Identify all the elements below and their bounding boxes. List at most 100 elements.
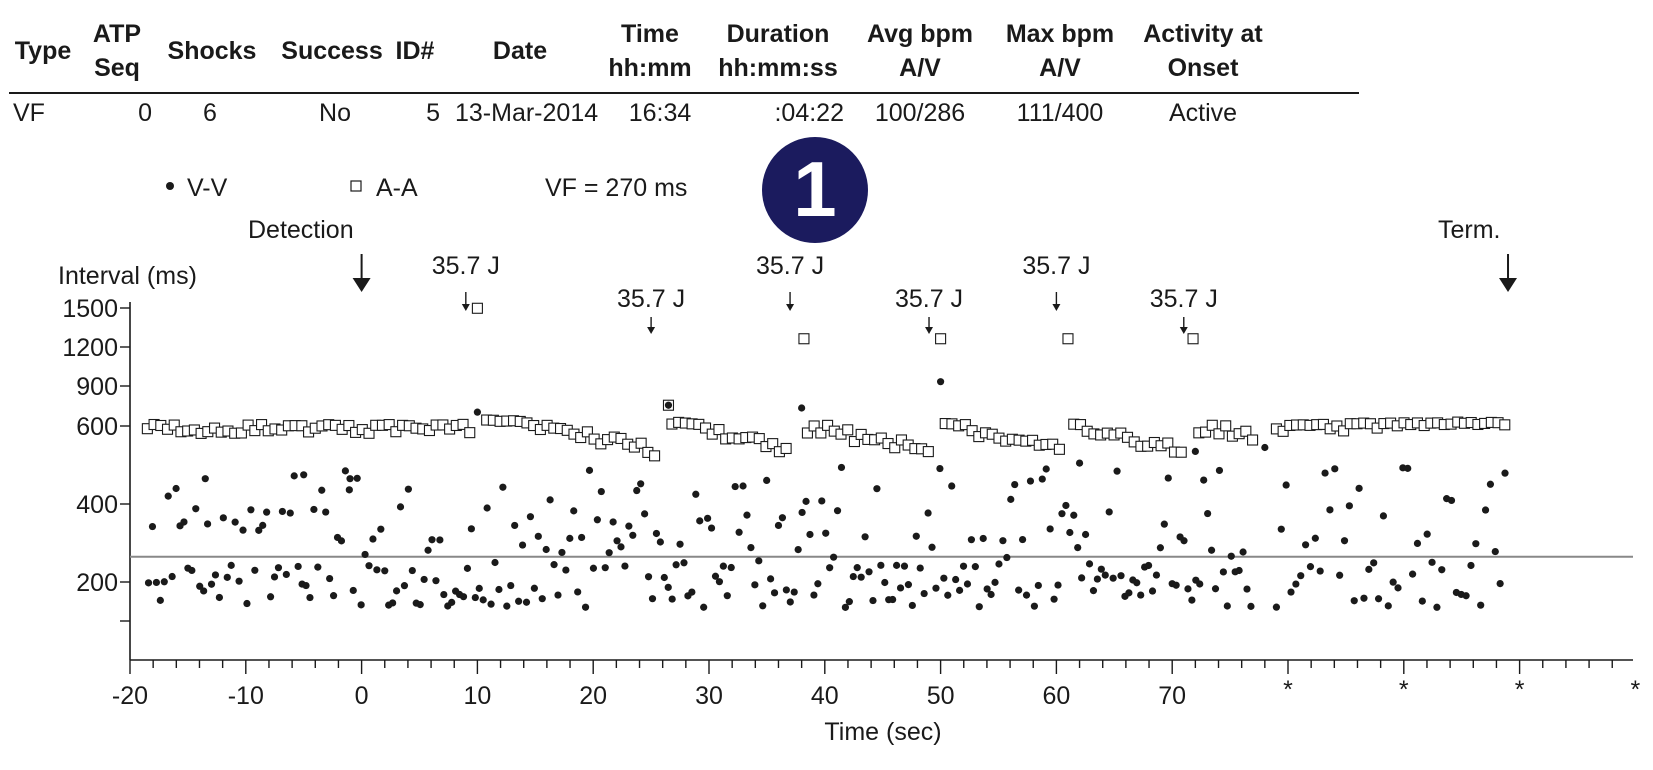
header-avg-bpm-line1: Avg bpm xyxy=(866,20,974,48)
vv-point xyxy=(837,463,846,472)
aa-point xyxy=(649,450,661,462)
vv-point xyxy=(727,563,735,572)
vv-point xyxy=(975,603,983,611)
vv-point xyxy=(1345,502,1353,510)
vv-point xyxy=(995,560,1003,568)
vv-point xyxy=(1409,570,1417,578)
vv-point xyxy=(432,577,440,585)
vv-point xyxy=(1085,560,1094,568)
vv-point xyxy=(806,530,814,539)
vv-point xyxy=(400,582,409,590)
vv-point xyxy=(648,595,657,603)
vv-point xyxy=(440,590,448,599)
vv-point xyxy=(940,574,948,582)
vv-point xyxy=(1211,585,1220,593)
vv-point xyxy=(1188,596,1196,604)
vv-point xyxy=(1481,506,1490,514)
vv-point xyxy=(1287,588,1295,596)
vv-point xyxy=(798,404,806,412)
vv-point xyxy=(912,532,920,540)
aa-point xyxy=(699,422,712,434)
vv-point xyxy=(1272,603,1281,611)
vv-point xyxy=(518,541,527,549)
vv-point xyxy=(818,497,826,505)
vv-point xyxy=(889,595,897,604)
vv-point xyxy=(1379,512,1388,520)
vv-point xyxy=(346,475,354,483)
vv-point xyxy=(676,540,684,548)
vv-point xyxy=(361,550,369,559)
vv-point xyxy=(365,562,373,570)
x-tick-label: 70 xyxy=(1158,682,1186,710)
vv-point xyxy=(290,472,298,480)
aa-point xyxy=(1247,434,1259,446)
vv-point xyxy=(329,592,338,600)
vv-point xyxy=(1180,537,1188,545)
vv-point xyxy=(1384,602,1392,610)
vv-point xyxy=(613,537,621,545)
vv-point xyxy=(1370,559,1378,567)
vv-point xyxy=(593,516,601,524)
legend-aa-label: A-A xyxy=(376,174,418,202)
vv-point xyxy=(845,598,853,606)
vv-point xyxy=(1062,501,1070,510)
vv-point xyxy=(924,509,932,517)
vv-point xyxy=(1243,585,1251,593)
vv-point xyxy=(1066,528,1074,537)
shock-label: 35.7 J xyxy=(432,252,500,280)
vv-point xyxy=(1184,585,1192,593)
vv-point xyxy=(300,471,308,479)
vv-point xyxy=(963,580,972,588)
vv-point xyxy=(869,596,877,605)
vv-point xyxy=(1030,602,1038,610)
y-tick-label: 600 xyxy=(76,413,118,441)
legend-vv-marker xyxy=(166,182,174,190)
vv-point xyxy=(278,507,286,516)
vv-point xyxy=(235,577,243,585)
header-time-line2: hh:mm xyxy=(608,54,692,82)
x-tick-label: * xyxy=(1631,676,1641,704)
vv-point xyxy=(353,474,361,482)
vv-point xyxy=(357,601,365,609)
vv-point xyxy=(751,581,759,589)
aa-point xyxy=(343,419,355,432)
vv-point xyxy=(601,564,609,572)
vv-point xyxy=(1026,477,1035,485)
vv-point xyxy=(546,496,554,504)
vv-point xyxy=(841,603,850,611)
x-tick-label: 40 xyxy=(811,682,839,710)
vv-point xyxy=(322,508,330,516)
vv-point xyxy=(1227,552,1235,560)
vv-point xyxy=(1054,581,1062,589)
aa-series xyxy=(141,302,1511,462)
vv-point xyxy=(554,591,562,599)
vv-point xyxy=(1261,443,1269,452)
vv-point xyxy=(507,581,515,590)
aa-point xyxy=(815,427,827,439)
vv-point xyxy=(152,578,161,587)
vv-point xyxy=(566,534,574,542)
cell-shocks: 6 xyxy=(203,99,217,127)
shock-label: 35.7 J xyxy=(895,285,963,313)
event-markers: 35.7 J 35.7 J 35.7 J 35.7 J 35.7 J 35.7 J xyxy=(352,252,1518,334)
vv-point xyxy=(408,566,416,575)
vv-point xyxy=(625,522,633,530)
vv-point xyxy=(1389,578,1397,586)
vv-point xyxy=(201,475,209,483)
vv-point xyxy=(471,593,479,602)
vv-point xyxy=(1172,581,1180,589)
episode-table: Type ATP Seq Shocks Success ID# Date Tim… xyxy=(0,0,1360,130)
vv-point xyxy=(463,564,472,572)
header-atp-seq-line1: ATP xyxy=(92,20,142,48)
vv-point xyxy=(932,584,940,592)
vv-point xyxy=(680,559,688,567)
cell-duration: :04:22 xyxy=(774,99,844,127)
vv-point xyxy=(637,480,645,488)
y-tick-label: 900 xyxy=(76,373,118,401)
vv-point xyxy=(759,602,767,610)
aa-point xyxy=(296,420,308,432)
shock-label: 35.7 J xyxy=(1150,285,1218,313)
aa-point xyxy=(767,438,779,450)
y-tick-label: 1200 xyxy=(62,334,118,362)
vv-point xyxy=(833,507,842,515)
